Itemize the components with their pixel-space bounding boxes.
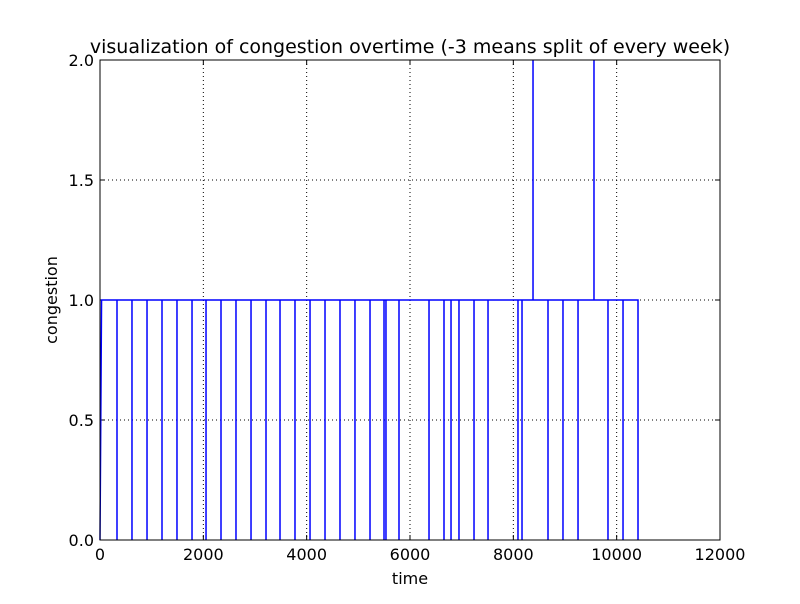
plot-frame bbox=[99, 59, 721, 541]
x-axis-label: time bbox=[392, 569, 428, 588]
x-tick-label: 6000 bbox=[390, 545, 431, 564]
data-line bbox=[99, 60, 639, 541]
y-tick-label: 1.5 bbox=[69, 171, 94, 190]
y-axis-label: congestion bbox=[42, 256, 61, 344]
x-tick-label: 12000 bbox=[695, 545, 746, 564]
y-tick-label: 1.0 bbox=[69, 291, 94, 310]
x-tick-label: 8000 bbox=[493, 545, 534, 564]
y-tick-label: 0.5 bbox=[69, 411, 94, 430]
y-tick-label: 0.0 bbox=[69, 531, 94, 550]
x-tick-label: 0 bbox=[95, 545, 105, 564]
chart-title: visualization of congestion overtime (-3… bbox=[90, 36, 730, 58]
x-tick-label: 10000 bbox=[591, 545, 642, 564]
x-tick-label: 2000 bbox=[183, 545, 224, 564]
y-tick-label: 2.0 bbox=[69, 51, 94, 70]
x-tick-label: 4000 bbox=[286, 545, 327, 564]
